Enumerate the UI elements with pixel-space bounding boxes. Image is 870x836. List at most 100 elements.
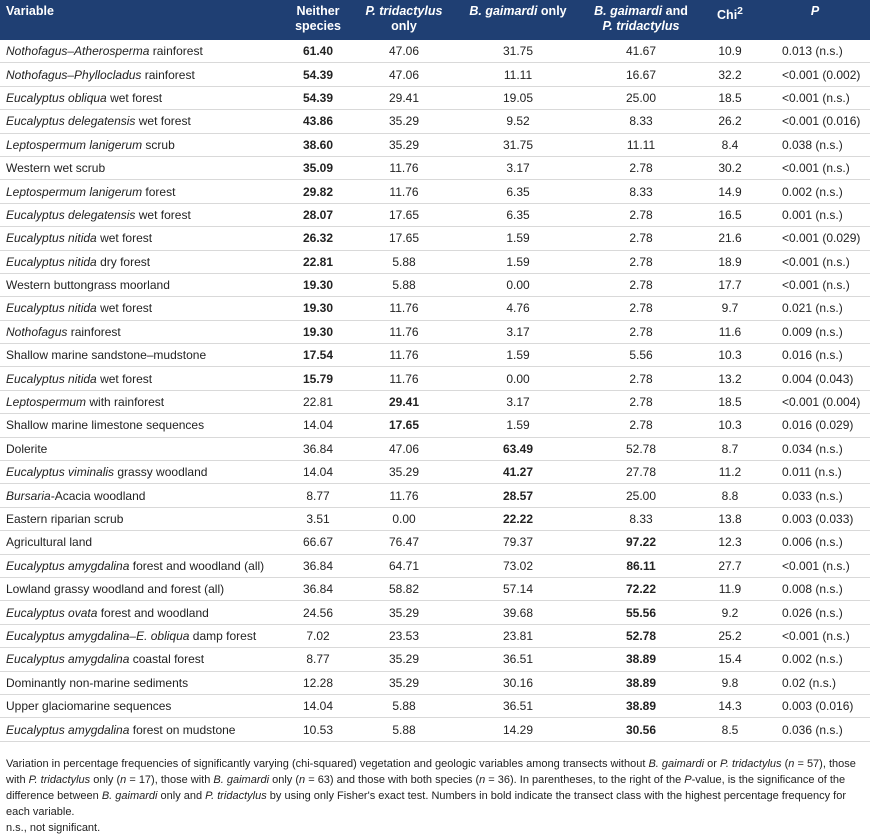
table-row: Agricultural land 66.67 76.47 79.37 97.22 12.… xyxy=(0,530,870,555)
chi2-cell: 11.9 xyxy=(700,577,760,602)
value-cell: 97.22 xyxy=(582,530,700,555)
value-cell: 14.29 xyxy=(454,717,582,742)
table-row: Nothofagus–Atherosperma rainforest 61.40 4… xyxy=(0,40,870,64)
value-cell: 0.00 xyxy=(354,507,454,532)
value-cell: 8.33 xyxy=(582,109,700,134)
value-cell: 1.59 xyxy=(454,226,582,251)
table-row: Eastern riparian scrub 3.51 0.00 22.22 8.33 1… xyxy=(0,507,870,532)
value-cell: 1.59 xyxy=(454,343,582,368)
table-row: Western wet scrub 35.09 11.76 3.17 2.78 30.2 <… xyxy=(0,156,870,181)
value-cell: 17.65 xyxy=(354,203,454,228)
p-value-cell: 0.004 (0.043) xyxy=(760,366,870,391)
value-cell: 57.14 xyxy=(454,577,582,602)
value-cell: 26.32 xyxy=(282,226,354,251)
value-cell: 38.60 xyxy=(282,133,354,157)
value-cell: 5.56 xyxy=(582,343,700,368)
header-b-gaimardi-only: B. gaimardi only xyxy=(454,0,582,40)
p-value-cell: <0.001 (0.016) xyxy=(760,109,870,134)
value-cell: 16.67 xyxy=(582,62,700,87)
table-row: Eucalyptus nitida wet forest 26.32 17.65 1.… xyxy=(0,226,870,251)
value-cell: 76.47 xyxy=(354,530,454,555)
variable-cell: Nothofagus–Phyllocladus rainforest xyxy=(0,62,282,87)
value-cell: 38.89 xyxy=(582,671,700,695)
variable-cell: Eucalyptus delegatensis wet forest xyxy=(0,109,282,134)
value-cell: 24.56 xyxy=(282,600,354,625)
value-cell: 54.39 xyxy=(282,86,354,111)
table-row: Shallow marine limestone sequences 14.04 1… xyxy=(0,413,870,438)
value-cell: 19.30 xyxy=(282,296,354,321)
chi2-cell: 16.5 xyxy=(700,203,760,228)
value-cell: 73.02 xyxy=(454,554,582,578)
chi2-cell: 9.8 xyxy=(700,671,760,695)
value-cell: 36.84 xyxy=(282,554,354,578)
value-cell: 35.29 xyxy=(354,600,454,625)
chi2-cell: 10.9 xyxy=(700,40,760,64)
variable-cell: Eucalyptus nitida wet forest xyxy=(0,296,282,321)
p-value-cell: 0.016 (0.029) xyxy=(760,413,870,438)
value-cell: 22.81 xyxy=(282,250,354,274)
value-cell: 5.88 xyxy=(354,273,454,298)
value-cell: 63.49 xyxy=(454,437,582,462)
p-value-cell: 0.016 (n.s.) xyxy=(760,343,870,368)
value-cell: 0.00 xyxy=(454,273,582,298)
variable-cell: Dominantly non-marine sediments xyxy=(0,671,282,695)
variable-cell: Eucalyptus amygdalina coastal forest xyxy=(0,647,282,672)
p-value-cell: 0.036 (n.s.) xyxy=(760,717,870,742)
p-value-cell: <0.001 (n.s.) xyxy=(760,250,870,274)
chi2-cell: 18.9 xyxy=(700,250,760,274)
value-cell: 29.41 xyxy=(354,86,454,111)
value-cell: 64.71 xyxy=(354,554,454,578)
value-cell: 10.53 xyxy=(282,717,354,742)
table-row: Leptospermum with rainforest 22.81 29.41 3.… xyxy=(0,390,870,415)
chi2-cell: 9.2 xyxy=(700,600,760,625)
value-cell: 35.09 xyxy=(282,156,354,181)
chi2-cell: 32.2 xyxy=(700,62,760,87)
chi2-cell: 14.9 xyxy=(700,179,760,204)
table-row: Eucalyptus amygdalina–E. obliqua damp fo… xyxy=(0,624,870,649)
value-cell: 27.78 xyxy=(582,460,700,485)
data-table: Variable Neither species P. tridactylus only… xyxy=(0,0,870,742)
table-row: Eucalyptus delegatensis wet forest 43.86 3… xyxy=(0,109,870,134)
p-value-cell: 0.002 (n.s.) xyxy=(760,179,870,204)
variable-cell: Eastern riparian scrub xyxy=(0,507,282,532)
variable-cell: Upper glaciomarine sequences xyxy=(0,694,282,719)
table-row: Dominantly non-marine sediments 12.28 35.2… xyxy=(0,671,870,695)
p-value-cell: 0.002 (n.s.) xyxy=(760,647,870,672)
value-cell: 23.81 xyxy=(454,624,582,649)
value-cell: 2.78 xyxy=(582,390,700,415)
variable-cell: Shallow marine sandstone–mudstone xyxy=(0,343,282,368)
table-row: Eucalyptus amygdalina forest on mudstone… xyxy=(0,717,870,742)
value-cell: 11.76 xyxy=(354,320,454,345)
header-row: Variable Neither species P. tridactylus only… xyxy=(0,0,870,40)
value-cell: 36.84 xyxy=(282,577,354,602)
value-cell: 2.78 xyxy=(582,273,700,298)
value-cell: 72.22 xyxy=(582,577,700,602)
p-value-cell: 0.033 (n.s.) xyxy=(760,483,870,508)
table-footnote: Variation in percentage frequencies of s… xyxy=(6,757,856,818)
value-cell: 1.59 xyxy=(454,413,582,438)
table-row: Eucalyptus nitida wet forest 15.79 11.76 0.… xyxy=(0,366,870,391)
value-cell: 36.51 xyxy=(454,647,582,672)
chi2-cell: 26.2 xyxy=(700,109,760,134)
variable-cell: Eucalyptus viminalis grassy woodland xyxy=(0,460,282,485)
value-cell: 38.89 xyxy=(582,647,700,672)
p-value-cell: 0.009 (n.s.) xyxy=(760,320,870,345)
p-value-cell: <0.001 (n.s.) xyxy=(760,156,870,181)
header-chi2: Chi2 xyxy=(700,0,760,40)
value-cell: 30.16 xyxy=(454,671,582,695)
value-cell: 35.29 xyxy=(354,460,454,485)
value-cell: 86.11 xyxy=(582,554,700,578)
variable-cell: Lowland grassy woodland and forest (all) xyxy=(0,577,282,602)
value-cell: 6.35 xyxy=(454,203,582,228)
variable-cell: Eucalyptus nitida dry forest xyxy=(0,250,282,274)
chi2-cell: 18.5 xyxy=(700,86,760,111)
value-cell: 41.67 xyxy=(582,40,700,64)
value-cell: 11.11 xyxy=(454,62,582,87)
table-row: Leptospermum lanigerum scrub 38.60 35.29 31… xyxy=(0,133,870,157)
variable-cell: Eucalyptus nitida wet forest xyxy=(0,366,282,391)
value-cell: 4.76 xyxy=(454,296,582,321)
value-cell: 14.04 xyxy=(282,460,354,485)
value-cell: 2.78 xyxy=(582,203,700,228)
value-cell: 25.00 xyxy=(582,483,700,508)
